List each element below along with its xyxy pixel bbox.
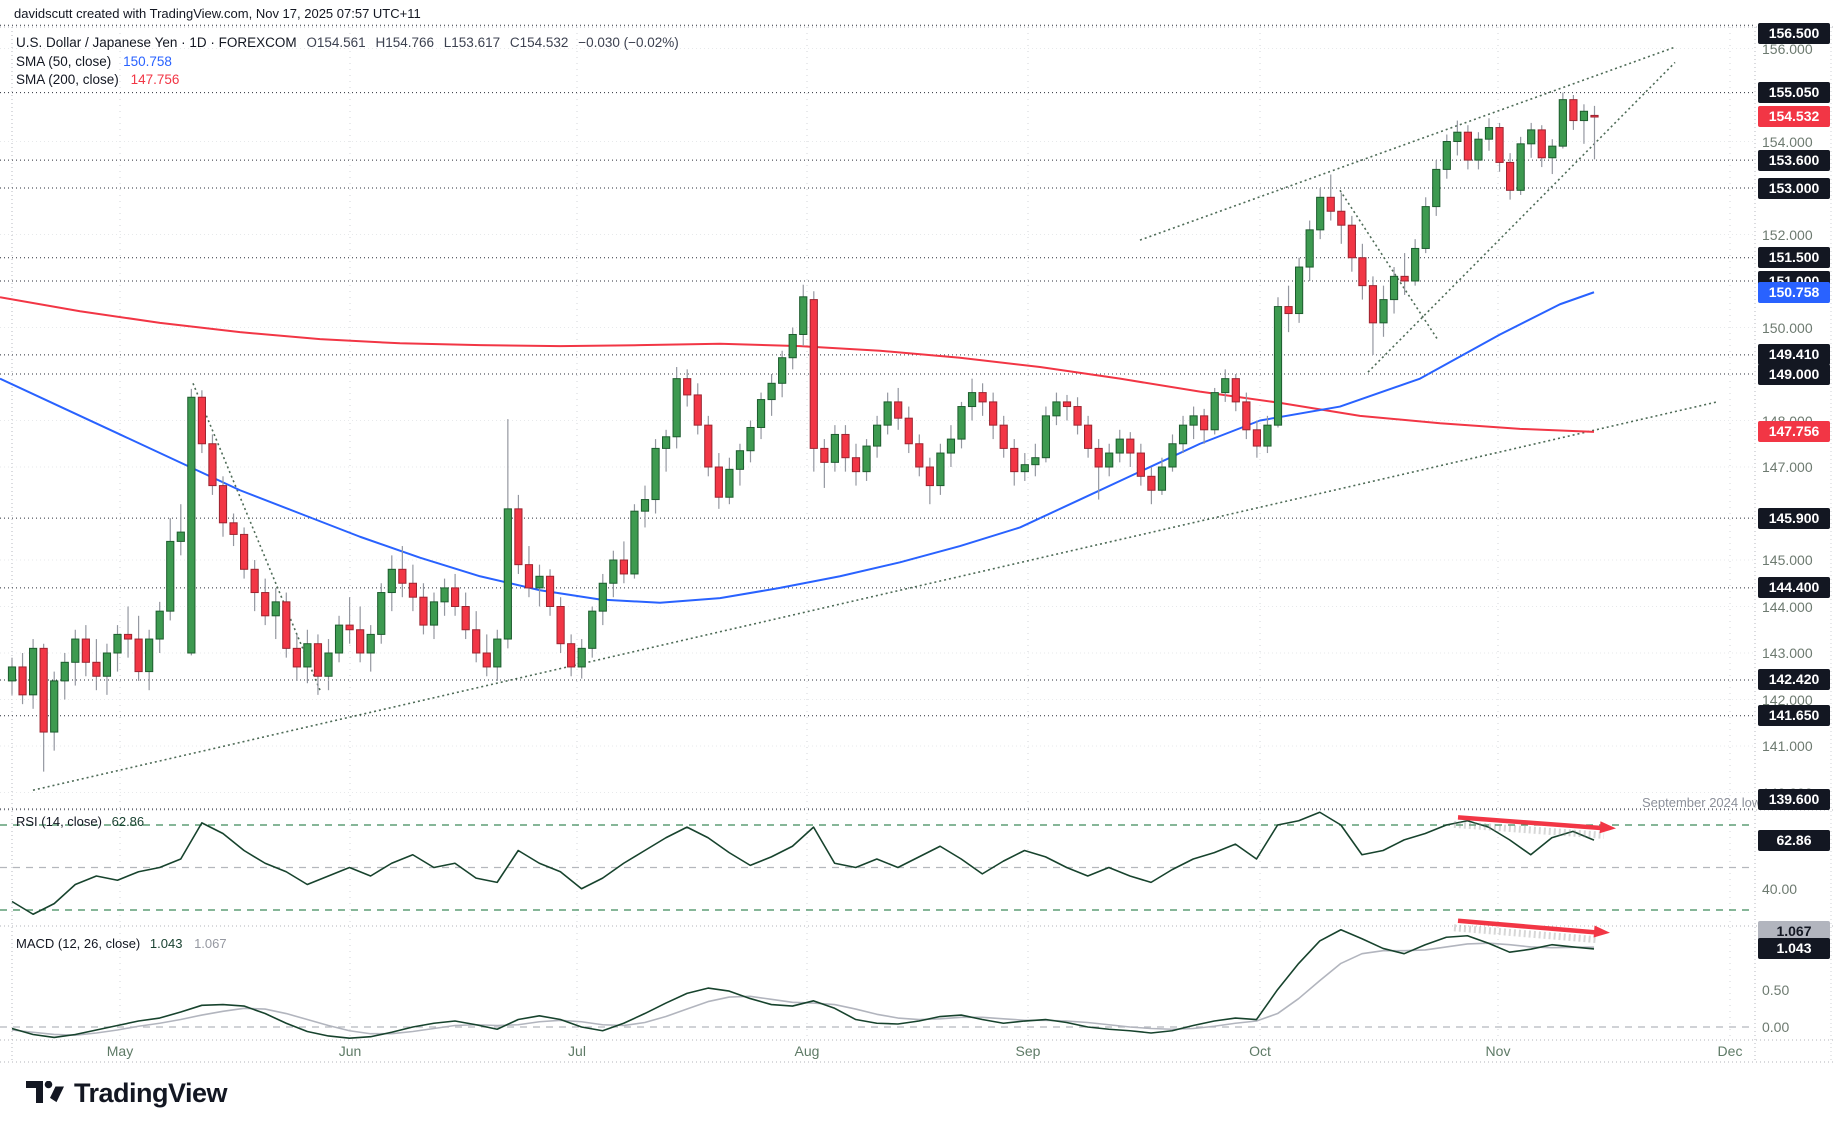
ohlc-change: −0.030 (−0.02%) [578, 35, 679, 50]
price-level-badge: 151.500 [1758, 247, 1830, 269]
price-level-badge: 141.650 [1758, 705, 1830, 727]
rsi-value: 62.86 [111, 814, 145, 829]
tradingview-logo[interactable]: TradingView [26, 1078, 228, 1109]
rsi-legend[interactable]: RSI (14, close) 62.86 [16, 814, 144, 829]
time-axis-month-sep: Sep [1015, 1043, 1041, 1059]
price-axis-label: 145.000 [1762, 552, 1813, 568]
price-level-badge: 156.500 [1758, 22, 1830, 44]
sma50-label: SMA (50, close) [16, 53, 112, 69]
price-level-badge: 139.600 [1758, 788, 1830, 810]
macd-value-badge: 1.043 [1758, 938, 1830, 960]
time-axis-month-dec: Dec [1717, 1043, 1743, 1059]
price-level-badge: 149.000 [1758, 363, 1830, 385]
ohlc-high: H154.766 [375, 35, 435, 50]
symbol-row[interactable]: U.S. Dollar / Japanese Yen · 1D · FOREXC… [16, 34, 679, 53]
ohlc-open: O154.561 [306, 35, 366, 50]
time-axis-month-aug: Aug [794, 1043, 820, 1059]
ohlc-close: C154.532 [509, 35, 569, 50]
price-axis-label: 143.000 [1762, 645, 1813, 661]
credit-line: davidscutt created with TradingView.com,… [14, 6, 421, 21]
time-axis-month-may: May [106, 1043, 134, 1059]
price-level-badge: 153.600 [1758, 149, 1830, 171]
time-axis-month-oct: Oct [1249, 1043, 1271, 1059]
ohlc-low: L153.617 [443, 35, 501, 50]
sma200-axis-badge: 147.756 [1758, 421, 1830, 443]
sma50-axis-badge: 150.758 [1758, 281, 1830, 303]
price-axis-label: 150.000 [1762, 319, 1813, 336]
price-axis-label: 154.000 [1762, 133, 1813, 150]
rsi-axis-label: 40.00 [1762, 880, 1798, 897]
september-lows-note: September 2024 lows [1642, 795, 1768, 809]
macd-value: 1.043 [149, 936, 183, 951]
price-level-badge: 144.400 [1758, 577, 1830, 599]
price-axis-label: 147.000 [1762, 459, 1813, 475]
macd-legend[interactable]: MACD (12, 26, close) 1.043 1.067 [16, 936, 227, 951]
price-level-badge: 149.410 [1758, 344, 1830, 366]
last-price-badge: 154.532 [1758, 106, 1830, 128]
time-axis-month-jun: Jun [338, 1043, 362, 1059]
time-axis-month-nov: Nov [1485, 1043, 1511, 1059]
sma200-label: SMA (200, close) [16, 72, 119, 87]
sma200-value: 147.756 [130, 72, 180, 87]
price-axis-label: 142.000 [1762, 691, 1813, 708]
symbol-title: U.S. Dollar / Japanese Yen · 1D · FOREXC… [16, 35, 297, 50]
price-axis-label: 141.000 [1762, 738, 1813, 754]
macd-signal-value: 1.067 [194, 936, 227, 951]
time-axis-month-jul: Jul [568, 1043, 586, 1059]
price-level-badge: 155.050 [1758, 82, 1830, 104]
macd-signal-badge: 1.067 [1758, 921, 1830, 943]
indicator-row-sma200[interactable]: SMA (200, close) 147.756 [16, 71, 679, 90]
tradingview-logo-icon [26, 1080, 64, 1103]
sma50-value: 150.758 [123, 53, 172, 69]
macd-axis-label: 0.50 [1762, 981, 1790, 998]
price-level-badge: 142.420 [1758, 669, 1830, 691]
tradingview-logo-text: TradingView [74, 1078, 228, 1108]
macd-label: MACD (12, 26, close) [16, 936, 141, 951]
price-level-badge: 153.000 [1758, 177, 1830, 199]
price-level-badge: 145.900 [1758, 507, 1830, 529]
chart-legend: U.S. Dollar / Japanese Yen · 1D · FOREXC… [16, 34, 679, 90]
macd-axis-label: 0.00 [1762, 1019, 1790, 1035]
indicator-row-sma50[interactable]: SMA (50, close) 150.758 [16, 53, 679, 72]
price-axis-label: 156.000 [1762, 40, 1813, 57]
price-axis-label: 152.000 [1762, 226, 1813, 243]
rsi-label: RSI (14, close) [16, 814, 102, 829]
rsi-value-badge: 62.86 [1758, 829, 1830, 851]
price-axis-label: 144.000 [1762, 598, 1813, 615]
